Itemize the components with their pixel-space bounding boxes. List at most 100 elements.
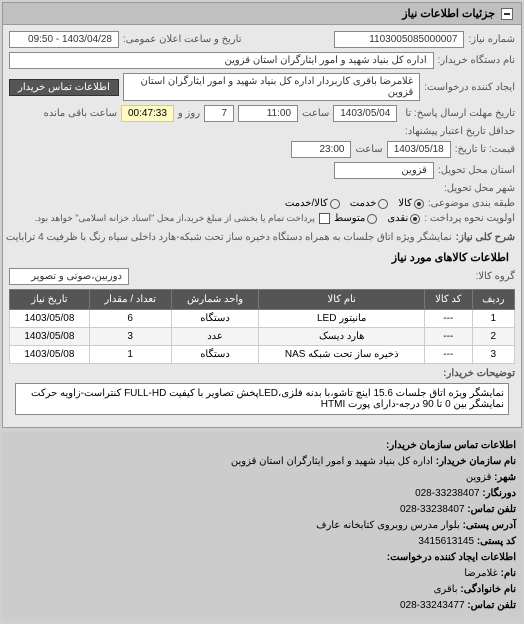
treasury-checkbox[interactable] bbox=[319, 213, 330, 224]
radio-both-label: کالا/خدمت bbox=[285, 198, 328, 209]
contact-block: اطلاعات تماس سازمان خریدار: نام سازمان خ… bbox=[2, 432, 522, 620]
goods-group-value: دوربین،صوتی و تصویر bbox=[9, 268, 129, 285]
pay-label: اولویت نحوه پرداخت : bbox=[424, 213, 515, 224]
table-cell: 1403/05/08 bbox=[10, 346, 90, 364]
province-value: قزوین bbox=[334, 162, 434, 179]
table-cell: ذخیره ساز تحت شبکه NAS bbox=[259, 346, 425, 364]
table-cell: 3 bbox=[89, 328, 171, 346]
org-value: اداره کل بنیاد شهید و امور ایثارگران است… bbox=[231, 456, 433, 467]
public-date-label: تاریخ و ساعت اعلان عمومی: bbox=[123, 34, 242, 45]
th-qty: تعداد / مقدار bbox=[89, 290, 171, 310]
radio-icon bbox=[367, 214, 377, 224]
table-cell: 6 bbox=[89, 310, 171, 328]
deadline-label: تاریخ مهلت ارسال پاسخ: تا bbox=[405, 108, 515, 119]
radio-kala-label: کالا bbox=[398, 198, 412, 209]
buyer-org-value: اداره کل بنیاد شهید و امور ایثارگران است… bbox=[9, 52, 434, 69]
table-cell: مانیتور LED bbox=[259, 310, 425, 328]
validity-to-label: قیمت: تا تاریخ: bbox=[455, 144, 515, 155]
table-row: 1---مانیتور LEDدستگاه61403/05/08 bbox=[10, 310, 515, 328]
table-cell: --- bbox=[424, 310, 472, 328]
fax-value: 33238407-028 bbox=[415, 488, 480, 499]
address-label: آدرس پستی: bbox=[463, 520, 516, 531]
org-label: نام سازمان خریدار: bbox=[436, 456, 516, 467]
requester-label: ایجاد کننده درخواست: bbox=[424, 82, 515, 93]
pay-note: پرداخت تمام یا بخشی از مبلغ خرید،از محل … bbox=[34, 213, 314, 224]
phone-value: 33238407-028 bbox=[400, 504, 465, 515]
creator-title: اطلاعات ایجاد کننده درخواست: bbox=[8, 550, 516, 566]
buyer-note-label: توضیحات خریدار: bbox=[443, 368, 515, 379]
radio-mid[interactable]: متوسط bbox=[334, 213, 377, 224]
address-value: بلوار مدرس روبروی کتابخانه عارف bbox=[316, 520, 460, 531]
validity-date: 1403/05/18 bbox=[387, 141, 451, 158]
fax-label: دورنگار: bbox=[482, 488, 516, 499]
table-cell: --- bbox=[424, 328, 472, 346]
family-value: باقری bbox=[434, 584, 458, 595]
phone-label: تلفن تماس: bbox=[467, 504, 516, 515]
goods-section-title: اطلاعات کالاهای مورد نیاز bbox=[9, 247, 515, 268]
days-value: 7 bbox=[204, 105, 234, 122]
th-row: ردیف bbox=[472, 290, 514, 310]
postal-label: کد پستی: bbox=[477, 536, 516, 547]
table-cell: دستگاه bbox=[171, 310, 259, 328]
radio-cash-label: نقدی bbox=[387, 213, 408, 224]
radio-cash[interactable]: نقدی bbox=[387, 213, 420, 224]
name-value: غلامرضا bbox=[464, 568, 498, 579]
radio-icon bbox=[378, 199, 388, 209]
radio-khedmat-label: خدمت bbox=[350, 198, 377, 209]
radio-khedmat[interactable]: خدمت bbox=[350, 198, 389, 209]
deadline-date: 1403/05/04 bbox=[333, 105, 397, 122]
req-no-value: 1103005085000007 bbox=[334, 31, 464, 48]
category-label: طبقه بندی موضوعی: bbox=[428, 198, 515, 209]
contact-button[interactable]: اطلاعات تماس خریدار bbox=[9, 79, 119, 96]
radio-both[interactable]: کالا/خدمت bbox=[285, 198, 340, 209]
main-title-label: شرح کلی نیاز: bbox=[456, 232, 515, 243]
province-label: استان محل تحویل: bbox=[438, 165, 515, 176]
contact-title: اطلاعات تماس سازمان خریدار: bbox=[8, 438, 516, 454]
radio-icon bbox=[414, 199, 424, 209]
buyer-org-label: نام دستگاه خریدار: bbox=[438, 55, 515, 66]
table-cell: هارد دیسک bbox=[259, 328, 425, 346]
validity-label: حداقل تاریخ اعتبار پیشنهاد: bbox=[405, 126, 515, 137]
buyer-note-value: نمایشگر ویژه اتاق جلسات 15.6 اینچ تاشو،ب… bbox=[15, 383, 509, 415]
deadline-time-label: ساعت bbox=[302, 108, 329, 119]
main-title-value: نمایشگر ویژه اتاق جلسات به همراه دستگاه … bbox=[6, 232, 452, 243]
table-row: 2---هارد دیسکعدد31403/05/08 bbox=[10, 328, 515, 346]
goods-group-label: گروه کالا: bbox=[476, 271, 515, 282]
goods-table: ردیف کد کالا نام کالا واحد شمارش تعداد /… bbox=[9, 289, 515, 364]
panel-title: جزئیات اطلاعات نیاز bbox=[402, 7, 495, 20]
countdown-label: ساعت باقی مانده bbox=[44, 108, 117, 119]
panel-header: جزئیات اطلاعات نیاز bbox=[3, 3, 521, 25]
radio-kala[interactable]: کالا bbox=[398, 198, 424, 209]
name-label: نام: bbox=[501, 568, 516, 579]
table-cell: 1403/05/08 bbox=[10, 310, 90, 328]
family-label: نام خانوادگی: bbox=[460, 584, 516, 595]
radio-mid-label: متوسط bbox=[334, 213, 365, 224]
table-cell: 1 bbox=[89, 346, 171, 364]
table-cell: دستگاه bbox=[171, 346, 259, 364]
city-label: شهر محل تحویل: bbox=[444, 183, 515, 194]
days-label: روز و bbox=[178, 108, 200, 119]
city-value2: قزوین bbox=[466, 472, 492, 483]
validity-time: 23:00 bbox=[291, 141, 351, 158]
th-code: کد کالا bbox=[424, 290, 472, 310]
city-label2: شهر: bbox=[494, 472, 516, 483]
table-cell: 1 bbox=[472, 310, 514, 328]
tel-label: تلفن تماس: bbox=[467, 600, 516, 611]
table-cell: --- bbox=[424, 346, 472, 364]
public-date-value: 1403/04/28 - 09:50 bbox=[9, 31, 119, 48]
th-date: تاریخ نیاز bbox=[10, 290, 90, 310]
deadline-time: 11:00 bbox=[238, 105, 298, 122]
radio-icon bbox=[410, 214, 420, 224]
table-row: 3---ذخیره ساز تحت شبکه NASدستگاه11403/05… bbox=[10, 346, 515, 364]
radio-icon bbox=[330, 199, 340, 209]
requester-value: غلامرضا باقری کاربردار اداره کل بنیاد شه… bbox=[123, 73, 420, 101]
table-cell: 3 bbox=[472, 346, 514, 364]
table-cell: عدد bbox=[171, 328, 259, 346]
tel-value: 33243477-028 bbox=[400, 600, 465, 611]
table-cell: 1403/05/08 bbox=[10, 328, 90, 346]
collapse-icon[interactable] bbox=[501, 8, 513, 20]
postal-value: 3415613145 bbox=[418, 536, 474, 547]
countdown-timer: 00:47:33 bbox=[121, 105, 174, 122]
validity-time-label: ساعت bbox=[355, 144, 382, 155]
table-cell: 2 bbox=[472, 328, 514, 346]
